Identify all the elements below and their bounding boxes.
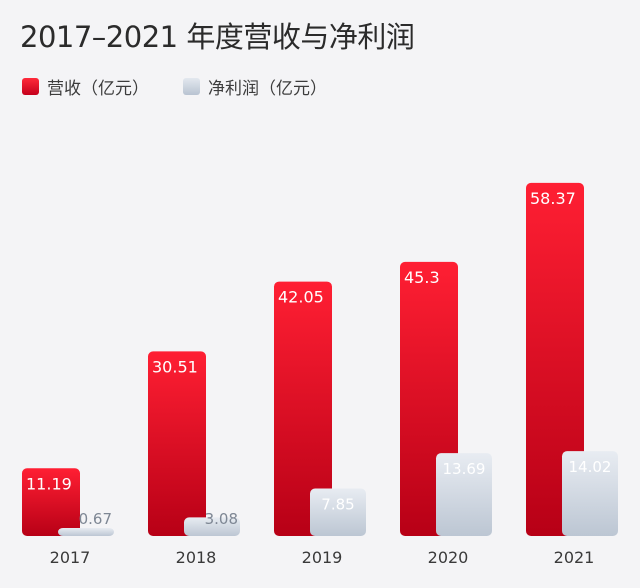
legend-swatch-revenue — [22, 78, 39, 95]
label-net-profit-2017: 0.67 — [79, 510, 112, 528]
label-revenue-2020: 45.3 — [404, 268, 440, 287]
x-tick-label-2019: 2019 — [302, 548, 343, 567]
label-net-profit-2019: 7.85 — [321, 496, 354, 514]
bar-revenue-2017 — [22, 468, 80, 536]
bar-net-profit-2021 — [562, 451, 618, 536]
x-tick-label-2020: 2020 — [428, 548, 469, 567]
bar-revenue-2019 — [274, 281, 332, 536]
legend-item-revenue: 营收（亿元） — [22, 74, 149, 99]
legend-label-revenue: 营收（亿元） — [47, 79, 149, 99]
label-net-profit-2020: 13.69 — [443, 460, 486, 478]
legend-item-net-profit: 净利润（亿元） — [183, 74, 327, 99]
legend: 营收（亿元） 净利润（亿元） — [22, 74, 327, 99]
label-revenue-2019: 42.05 — [278, 288, 324, 307]
label-revenue-2021: 58.37 — [530, 189, 576, 208]
bar-revenue-2021 — [526, 182, 584, 536]
legend-swatch-net-profit — [183, 78, 200, 95]
label-net-profit-2021: 14.02 — [569, 458, 612, 476]
bar-net-profit-2017 — [58, 528, 114, 536]
x-tick-label-2018: 2018 — [176, 548, 217, 567]
label-revenue-2018: 30.51 — [152, 357, 198, 376]
x-tick-label-2017: 2017 — [50, 548, 91, 567]
label-net-profit-2018: 3.08 — [205, 510, 238, 528]
label-revenue-2017: 11.19 — [26, 474, 72, 493]
bars-group: 11.19 0.67 2017 30.51 3.08 2018 42.05 7.85 2019 4… — [22, 182, 618, 567]
bar-net-profit-2018 — [184, 517, 240, 536]
bar-revenue-2018 — [148, 351, 206, 536]
legend-label-net-profit: 净利润（亿元） — [208, 79, 327, 99]
bar-net-profit-2020 — [436, 453, 492, 536]
x-tick-label-2021: 2021 — [554, 548, 595, 567]
bar-net-profit-2019 — [310, 488, 366, 536]
chart-title: 2017–2021 年度营收与净利润 — [20, 20, 415, 54]
